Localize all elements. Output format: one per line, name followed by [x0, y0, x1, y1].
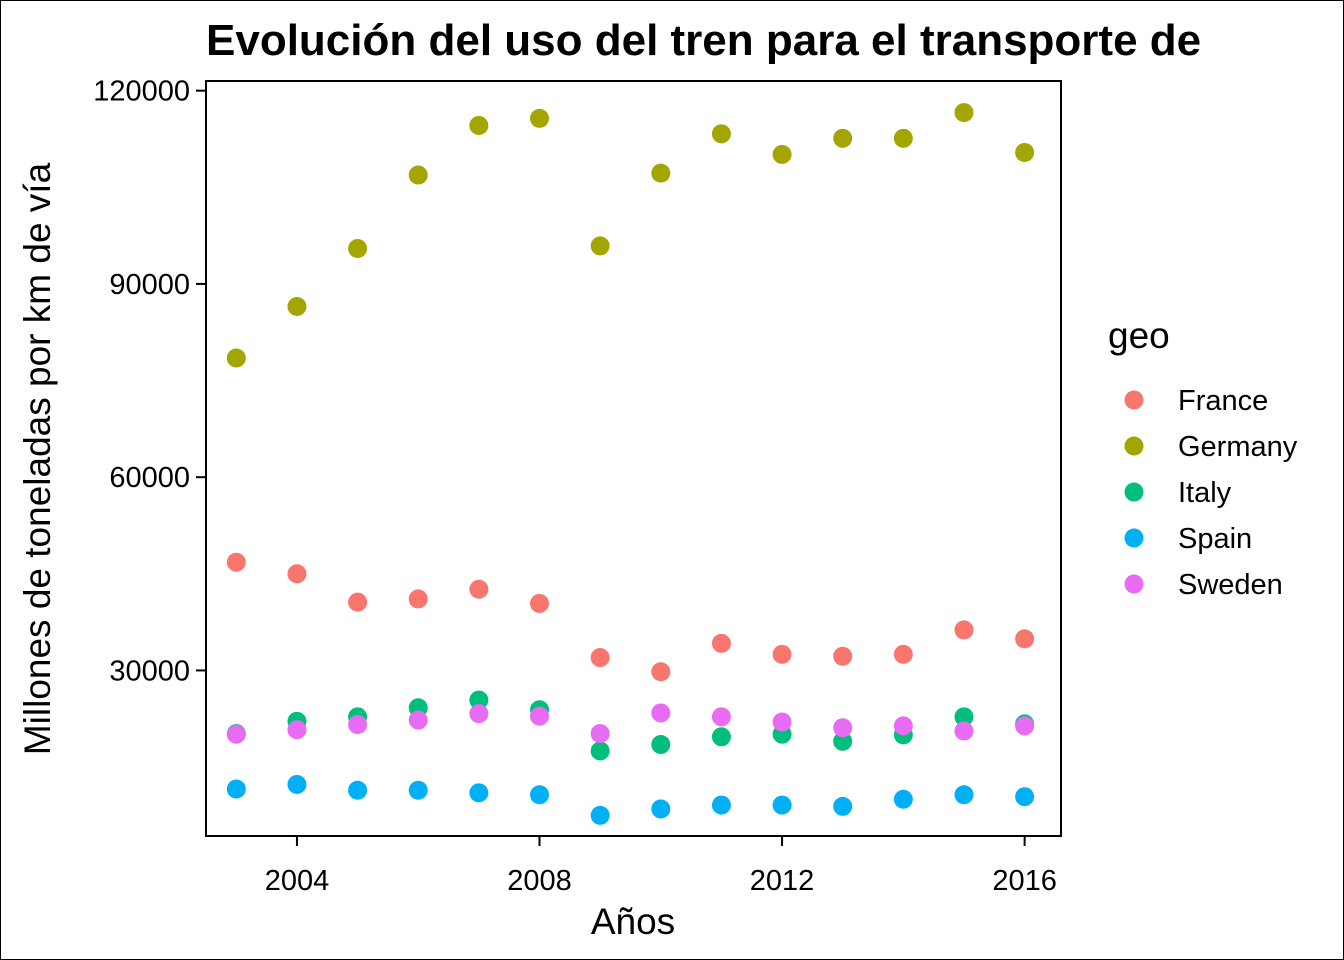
x-tick-label: 2016 — [992, 865, 1057, 897]
point-sweden-2010 — [651, 703, 671, 723]
point-sweden-2005 — [348, 715, 368, 735]
point-spain-2007 — [469, 783, 489, 803]
point-sweden-2011 — [711, 707, 731, 727]
point-sweden-2013 — [833, 718, 853, 738]
point-france-2008 — [530, 593, 550, 613]
point-spain-2015 — [954, 785, 974, 805]
point-france-2005 — [348, 592, 368, 612]
legend-label-spain: Spain — [1178, 523, 1252, 555]
point-germany-2009 — [590, 236, 610, 256]
point-germany-2003 — [226, 348, 246, 368]
point-spain-2012 — [772, 795, 792, 815]
point-sweden-2012 — [772, 712, 792, 732]
point-france-2012 — [772, 644, 792, 664]
point-germany-2006 — [408, 165, 428, 185]
data-points — [226, 103, 1035, 825]
legend-label-sweden: Sweden — [1178, 569, 1283, 601]
legend-key-france — [1124, 390, 1144, 410]
point-sweden-2006 — [408, 710, 428, 730]
point-sweden-2003 — [226, 724, 246, 744]
y-axis: 30000 60000 90000 120000 — [93, 76, 206, 687]
point-france-2015 — [954, 620, 974, 640]
point-spain-2003 — [226, 779, 246, 799]
point-italy-2009 — [590, 741, 610, 761]
point-germany-2016 — [1015, 143, 1035, 163]
point-germany-2007 — [469, 115, 489, 135]
point-spain-2005 — [348, 780, 368, 800]
point-spain-2013 — [833, 796, 853, 816]
x-tick-label: 2004 — [265, 865, 330, 897]
point-france-2013 — [833, 646, 853, 666]
point-germany-2005 — [348, 238, 368, 258]
point-spain-2011 — [711, 795, 731, 815]
point-sweden-2004 — [287, 720, 307, 740]
chart-title: Evolución del uso del tren para el trans… — [206, 16, 1201, 65]
legend-label-france: France — [1178, 385, 1268, 417]
point-france-2016 — [1015, 629, 1035, 649]
x-tick-label: 2012 — [750, 865, 815, 897]
point-spain-2010 — [651, 799, 671, 819]
point-france-2006 — [408, 589, 428, 609]
legend-key-germany — [1124, 436, 1144, 456]
legend-title: geo — [1108, 315, 1170, 356]
point-spain-2004 — [287, 774, 307, 794]
point-italy-2007 — [469, 690, 489, 710]
y-axis-title: Millones de toneladas por km de vía — [17, 162, 58, 755]
y-tick-label: 30000 — [109, 655, 190, 687]
y-tick-label: 120000 — [93, 76, 190, 108]
point-sweden-2015 — [954, 721, 974, 741]
plot-panel — [205, 80, 1062, 837]
point-italy-2010 — [651, 735, 671, 755]
point-france-2004 — [287, 564, 307, 584]
point-france-2003 — [226, 552, 246, 572]
legend: geo France Germany Italy Spain Sweden — [1108, 315, 1298, 601]
x-axis: 2004 2008 2012 2016 — [265, 836, 1057, 897]
point-germany-2004 — [287, 296, 307, 316]
point-spain-2006 — [408, 780, 428, 800]
point-france-2007 — [469, 579, 489, 599]
point-sweden-2007 — [469, 704, 489, 724]
legend-key-sweden — [1124, 574, 1144, 594]
point-sweden-2009 — [590, 724, 610, 744]
legend-key-spain — [1124, 528, 1144, 548]
point-france-2009 — [590, 648, 610, 668]
point-germany-2012 — [772, 144, 792, 164]
point-germany-2014 — [893, 128, 913, 148]
point-spain-2014 — [893, 789, 913, 809]
x-axis-title: Años — [591, 901, 675, 942]
point-sweden-2016 — [1015, 716, 1035, 736]
legend-label-italy: Italy — [1178, 477, 1232, 509]
point-france-2014 — [893, 644, 913, 664]
legend-label-germany: Germany — [1178, 431, 1298, 463]
point-spain-2008 — [530, 785, 550, 805]
point-sweden-2014 — [893, 716, 913, 736]
point-germany-2008 — [530, 108, 550, 128]
point-germany-2015 — [954, 103, 974, 123]
y-tick-label: 90000 — [109, 269, 190, 301]
point-italy-2015 — [954, 707, 974, 727]
point-italy-2011 — [711, 727, 731, 747]
point-germany-2011 — [711, 124, 731, 144]
y-tick-label: 60000 — [109, 462, 190, 494]
point-italy-2013 — [833, 731, 853, 751]
point-spain-2016 — [1015, 787, 1035, 807]
point-sweden-2008 — [530, 706, 550, 726]
x-tick-label: 2008 — [507, 865, 572, 897]
point-france-2011 — [711, 633, 731, 653]
point-spain-2009 — [590, 805, 610, 825]
point-germany-2010 — [651, 163, 671, 183]
legend-key-italy — [1124, 482, 1144, 502]
point-germany-2013 — [833, 128, 853, 148]
point-france-2010 — [651, 662, 671, 682]
